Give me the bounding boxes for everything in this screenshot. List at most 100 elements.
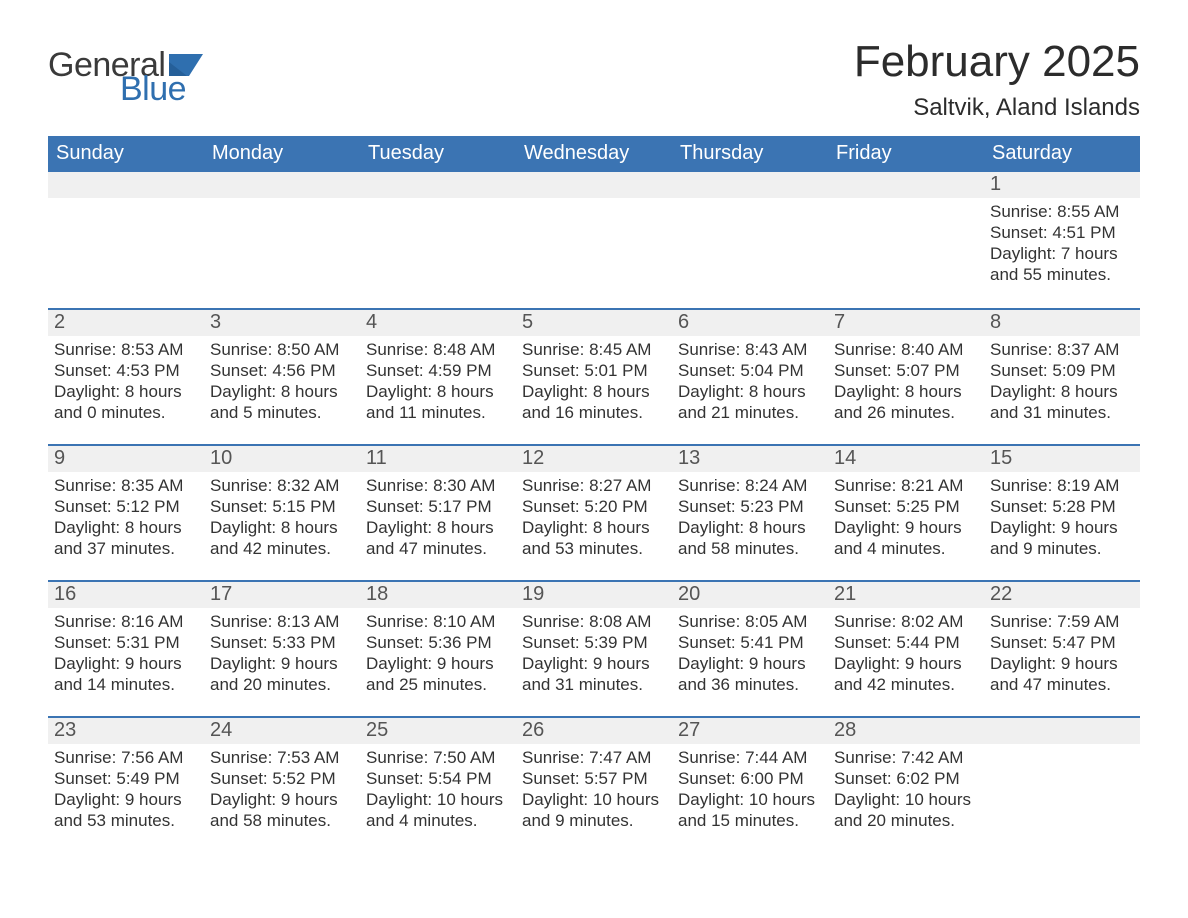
week-row: 1 Sunrise: 8:55 AMSunset: 4:51 PMDaylight… <box>48 172 1140 308</box>
day-number: 20 <box>672 582 828 608</box>
daynum-strip: 22 <box>984 582 1140 608</box>
day-cell: 15Sunrise: 8:19 AMSunset: 5:28 PMDayligh… <box>984 446 1140 570</box>
day-cell: 10 Sunrise: 8:32 AMSunset: 5:15 PMDayligh… <box>204 446 360 570</box>
month-title: February 2025 <box>854 38 1140 86</box>
day-cell: 22 Sunrise: 7:59 AMSunset: 5:47 PMDayligh… <box>984 582 1140 706</box>
sunset-text: Sunset: 5:23 PM <box>678 497 824 518</box>
day-number: 22 <box>984 582 1140 608</box>
daylight-text: Daylight: 7 hours <box>990 244 1136 265</box>
day-cell: 4Sunrise: 8:48 AMSunset: 4:59 PMDaylight… <box>360 310 516 434</box>
daynum-strip <box>828 172 984 198</box>
daylight-text: Daylight: 8 hours <box>678 518 824 539</box>
day-number: 10 <box>204 446 360 472</box>
day-number: 28 <box>828 718 984 744</box>
day-details: Sunrise: 7:53 AMSunset: 5:52 PMDaylight:… <box>208 748 356 831</box>
day-number: 13 <box>672 446 828 472</box>
day-cell: 2Sunrise: 8:53 AMSunset: 4:53 PMDaylight… <box>48 310 204 434</box>
daylight-text: Daylight: 9 hours <box>522 654 668 675</box>
daylight-text: Daylight: 9 hours <box>210 790 356 811</box>
daynum-strip <box>672 172 828 198</box>
day-of-week-header: SundayMondayTuesdayWednesdayThursdayFrid… <box>48 136 1140 172</box>
day-details: Sunrise: 7:47 AMSunset: 5:57 PMDaylight:… <box>520 748 668 831</box>
day-details: Sunrise: 8:32 AMSunset: 5:15 PMDaylight:… <box>208 476 356 559</box>
daylight-text: Daylight: 10 hours <box>834 790 980 811</box>
dow-saturday: Saturday <box>984 136 1140 172</box>
day-cell: 13 Sunrise: 8:24 AMSunset: 5:23 PMDayligh… <box>672 446 828 570</box>
daynum-strip: 28 <box>828 718 984 744</box>
day-number: 11 <box>360 446 516 472</box>
day-number: 1 <box>984 172 1140 198</box>
sunset-text: Sunset: 5:01 PM <box>522 361 668 382</box>
daylight-text: and 47 minutes. <box>990 675 1136 696</box>
sunset-text: Sunset: 5:39 PM <box>522 633 668 654</box>
day-details: Sunrise: 8:55 AMSunset: 4:51 PMDaylight:… <box>988 202 1136 285</box>
daynum-strip: 20 <box>672 582 828 608</box>
day-cell: 1 Sunrise: 8:55 AMSunset: 4:51 PMDaylight… <box>984 172 1140 298</box>
daynum-strip <box>204 172 360 198</box>
dow-wednesday: Wednesday <box>516 136 672 172</box>
daynum-strip: 2 <box>48 310 204 336</box>
sunrise-text: Sunrise: 7:42 AM <box>834 748 980 769</box>
day-details: Sunrise: 8:02 AMSunset: 5:44 PMDaylight:… <box>832 612 980 695</box>
sunset-text: Sunset: 5:44 PM <box>834 633 980 654</box>
daynum-strip: 1 <box>984 172 1140 198</box>
day-details: Sunrise: 7:42 AMSunset: 6:02 PMDaylight:… <box>832 748 980 831</box>
generalblue-logo: General Blue <box>48 48 203 102</box>
sunrise-text: Sunrise: 8:08 AM <box>522 612 668 633</box>
sunrise-text: Sunrise: 8:37 AM <box>990 340 1136 361</box>
sunset-text: Sunset: 5:52 PM <box>210 769 356 790</box>
sunrise-text: Sunrise: 8:21 AM <box>834 476 980 497</box>
daylight-text: Daylight: 8 hours <box>366 518 512 539</box>
day-cell: 23 Sunrise: 7:56 AMSunset: 5:49 PMDayligh… <box>48 718 204 842</box>
dow-sunday: Sunday <box>48 136 204 172</box>
daylight-text: and 31 minutes. <box>522 675 668 696</box>
daylight-text: Daylight: 8 hours <box>834 382 980 403</box>
sunset-text: Sunset: 5:41 PM <box>678 633 824 654</box>
day-cell: 7Sunrise: 8:40 AMSunset: 5:07 PMDaylight… <box>828 310 984 434</box>
sunrise-text: Sunrise: 7:47 AM <box>522 748 668 769</box>
day-number: 14 <box>828 446 984 472</box>
daynum-strip <box>360 172 516 198</box>
day-details: Sunrise: 7:59 AMSunset: 5:47 PMDaylight:… <box>988 612 1136 695</box>
logo-text-blue: Blue <box>120 78 203 102</box>
day-number: 2 <box>48 310 204 336</box>
day-details: Sunrise: 7:44 AMSunset: 6:00 PMDaylight:… <box>676 748 824 831</box>
daylight-text: and 42 minutes. <box>210 539 356 560</box>
day-cell: 17Sunrise: 8:13 AMSunset: 5:33 PMDayligh… <box>204 582 360 706</box>
daynum-strip: 12 <box>516 446 672 472</box>
daylight-text: and 20 minutes. <box>210 675 356 696</box>
header-bar: General Blue February 2025 Saltvik, Alan… <box>48 38 1140 122</box>
day-cell: 12Sunrise: 8:27 AMSunset: 5:20 PMDayligh… <box>516 446 672 570</box>
day-details: Sunrise: 8:35 AMSunset: 5:12 PMDaylight:… <box>52 476 200 559</box>
sunrise-text: Sunrise: 8:24 AM <box>678 476 824 497</box>
day-details: Sunrise: 8:10 AMSunset: 5:36 PMDaylight:… <box>364 612 512 695</box>
sunrise-text: Sunrise: 8:53 AM <box>54 340 200 361</box>
day-cell: 24Sunrise: 7:53 AMSunset: 5:52 PMDayligh… <box>204 718 360 842</box>
daylight-text: and 4 minutes. <box>366 811 512 832</box>
daynum-strip: 14 <box>828 446 984 472</box>
day-details: Sunrise: 8:24 AMSunset: 5:23 PMDaylight:… <box>676 476 824 559</box>
day-number: 15 <box>984 446 1140 472</box>
day-number: 16 <box>48 582 204 608</box>
daylight-text: and 47 minutes. <box>366 539 512 560</box>
weeks-container: 1 Sunrise: 8:55 AMSunset: 4:51 PMDaylight… <box>48 172 1140 852</box>
sunset-text: Sunset: 5:09 PM <box>990 361 1136 382</box>
day-number: 23 <box>48 718 204 744</box>
daylight-text: and 21 minutes. <box>678 403 824 424</box>
day-cell: 18Sunrise: 8:10 AMSunset: 5:36 PMDayligh… <box>360 582 516 706</box>
day-number: 4 <box>360 310 516 336</box>
daylight-text: and 53 minutes. <box>522 539 668 560</box>
day-details: Sunrise: 7:56 AMSunset: 5:49 PMDaylight:… <box>52 748 200 831</box>
day-details: Sunrise: 8:50 AMSunset: 4:56 PMDaylight:… <box>208 340 356 423</box>
daylight-text: and 37 minutes. <box>54 539 200 560</box>
day-cell: 14Sunrise: 8:21 AMSunset: 5:25 PMDayligh… <box>828 446 984 570</box>
daynum-strip: 19 <box>516 582 672 608</box>
day-number: 12 <box>516 446 672 472</box>
daynum-strip: 17 <box>204 582 360 608</box>
daylight-text: and 9 minutes. <box>522 811 668 832</box>
day-details: Sunrise: 8:16 AMSunset: 5:31 PMDaylight:… <box>52 612 200 695</box>
sunset-text: Sunset: 4:59 PM <box>366 361 512 382</box>
calendar-document: General Blue February 2025 Saltvik, Alan… <box>0 0 1188 872</box>
daylight-text: and 9 minutes. <box>990 539 1136 560</box>
week-row: 9Sunrise: 8:35 AMSunset: 5:12 PMDaylight… <box>48 444 1140 580</box>
